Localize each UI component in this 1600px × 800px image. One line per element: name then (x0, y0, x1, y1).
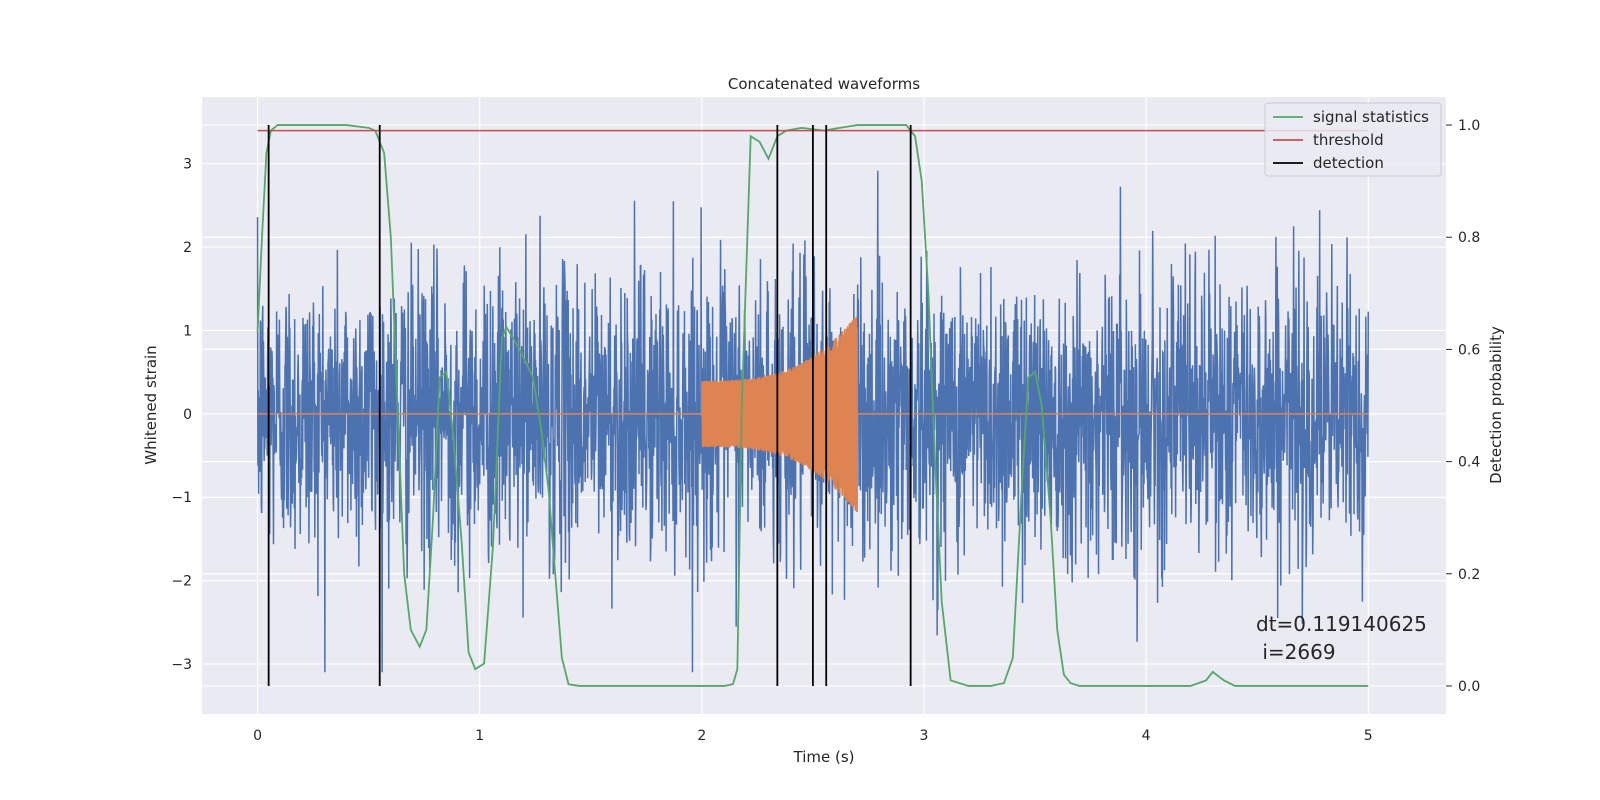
legend-box (1264, 102, 1442, 177)
x-tick-label: 5 (1364, 728, 1373, 744)
legend: signal statistics threshold detection (1264, 102, 1442, 177)
detection-lines (267, 125, 912, 686)
y2-tick-label: 0.2 (1458, 567, 1480, 583)
x-tick-label: 1 (475, 728, 484, 744)
y2-tick-label: 0.0 (1458, 679, 1480, 695)
y2-tick-label: 1.0 (1458, 118, 1480, 134)
y2-tick-label: 0.4 (1458, 455, 1480, 471)
y-axis-label: Whitened strain (142, 345, 160, 464)
y-tick-label: 2 (183, 240, 192, 256)
y-tick-label: 1 (183, 323, 192, 339)
injected-waveform-series (257, 316, 1369, 513)
signal-statistics-series (256, 124, 1369, 687)
annotation-i: i=2669 (1256, 640, 1336, 664)
axis-ticks: 0 1 2 3 4 5 −3 −2 −1 0 1 2 3 0.0 0.2 0.4 0.6 0.8 1.0 (171, 118, 1480, 744)
y-tick-label: −1 (171, 490, 192, 506)
x-tick-label: 4 (1142, 728, 1151, 744)
legend-label-threshold: threshold (1313, 131, 1384, 149)
x-tick-label: 2 (697, 728, 706, 744)
y2-tick-label: 0.8 (1458, 230, 1480, 246)
annotation: dt=0.119140625 i=2669 (1256, 612, 1427, 664)
y-tick-label: −2 (171, 574, 192, 590)
x-tick-label: 0 (253, 728, 262, 744)
y-tick-label: −3 (171, 657, 192, 673)
legend-label-detection: detection (1313, 154, 1384, 172)
y2-axis-label: Detection probability (1487, 326, 1505, 484)
legend-label-signal-statistics: signal statistics (1313, 108, 1429, 126)
y-tick-label: 3 (183, 157, 192, 173)
annotation-dt: dt=0.119140625 (1256, 612, 1427, 636)
y2-tick-label: 0.6 (1458, 342, 1480, 358)
chart-title: Concatenated waveforms (728, 75, 920, 93)
x-tick-label: 3 (920, 728, 929, 744)
y-tick-label: 0 (183, 407, 192, 423)
x-axis-label: Time (s) (793, 748, 855, 766)
